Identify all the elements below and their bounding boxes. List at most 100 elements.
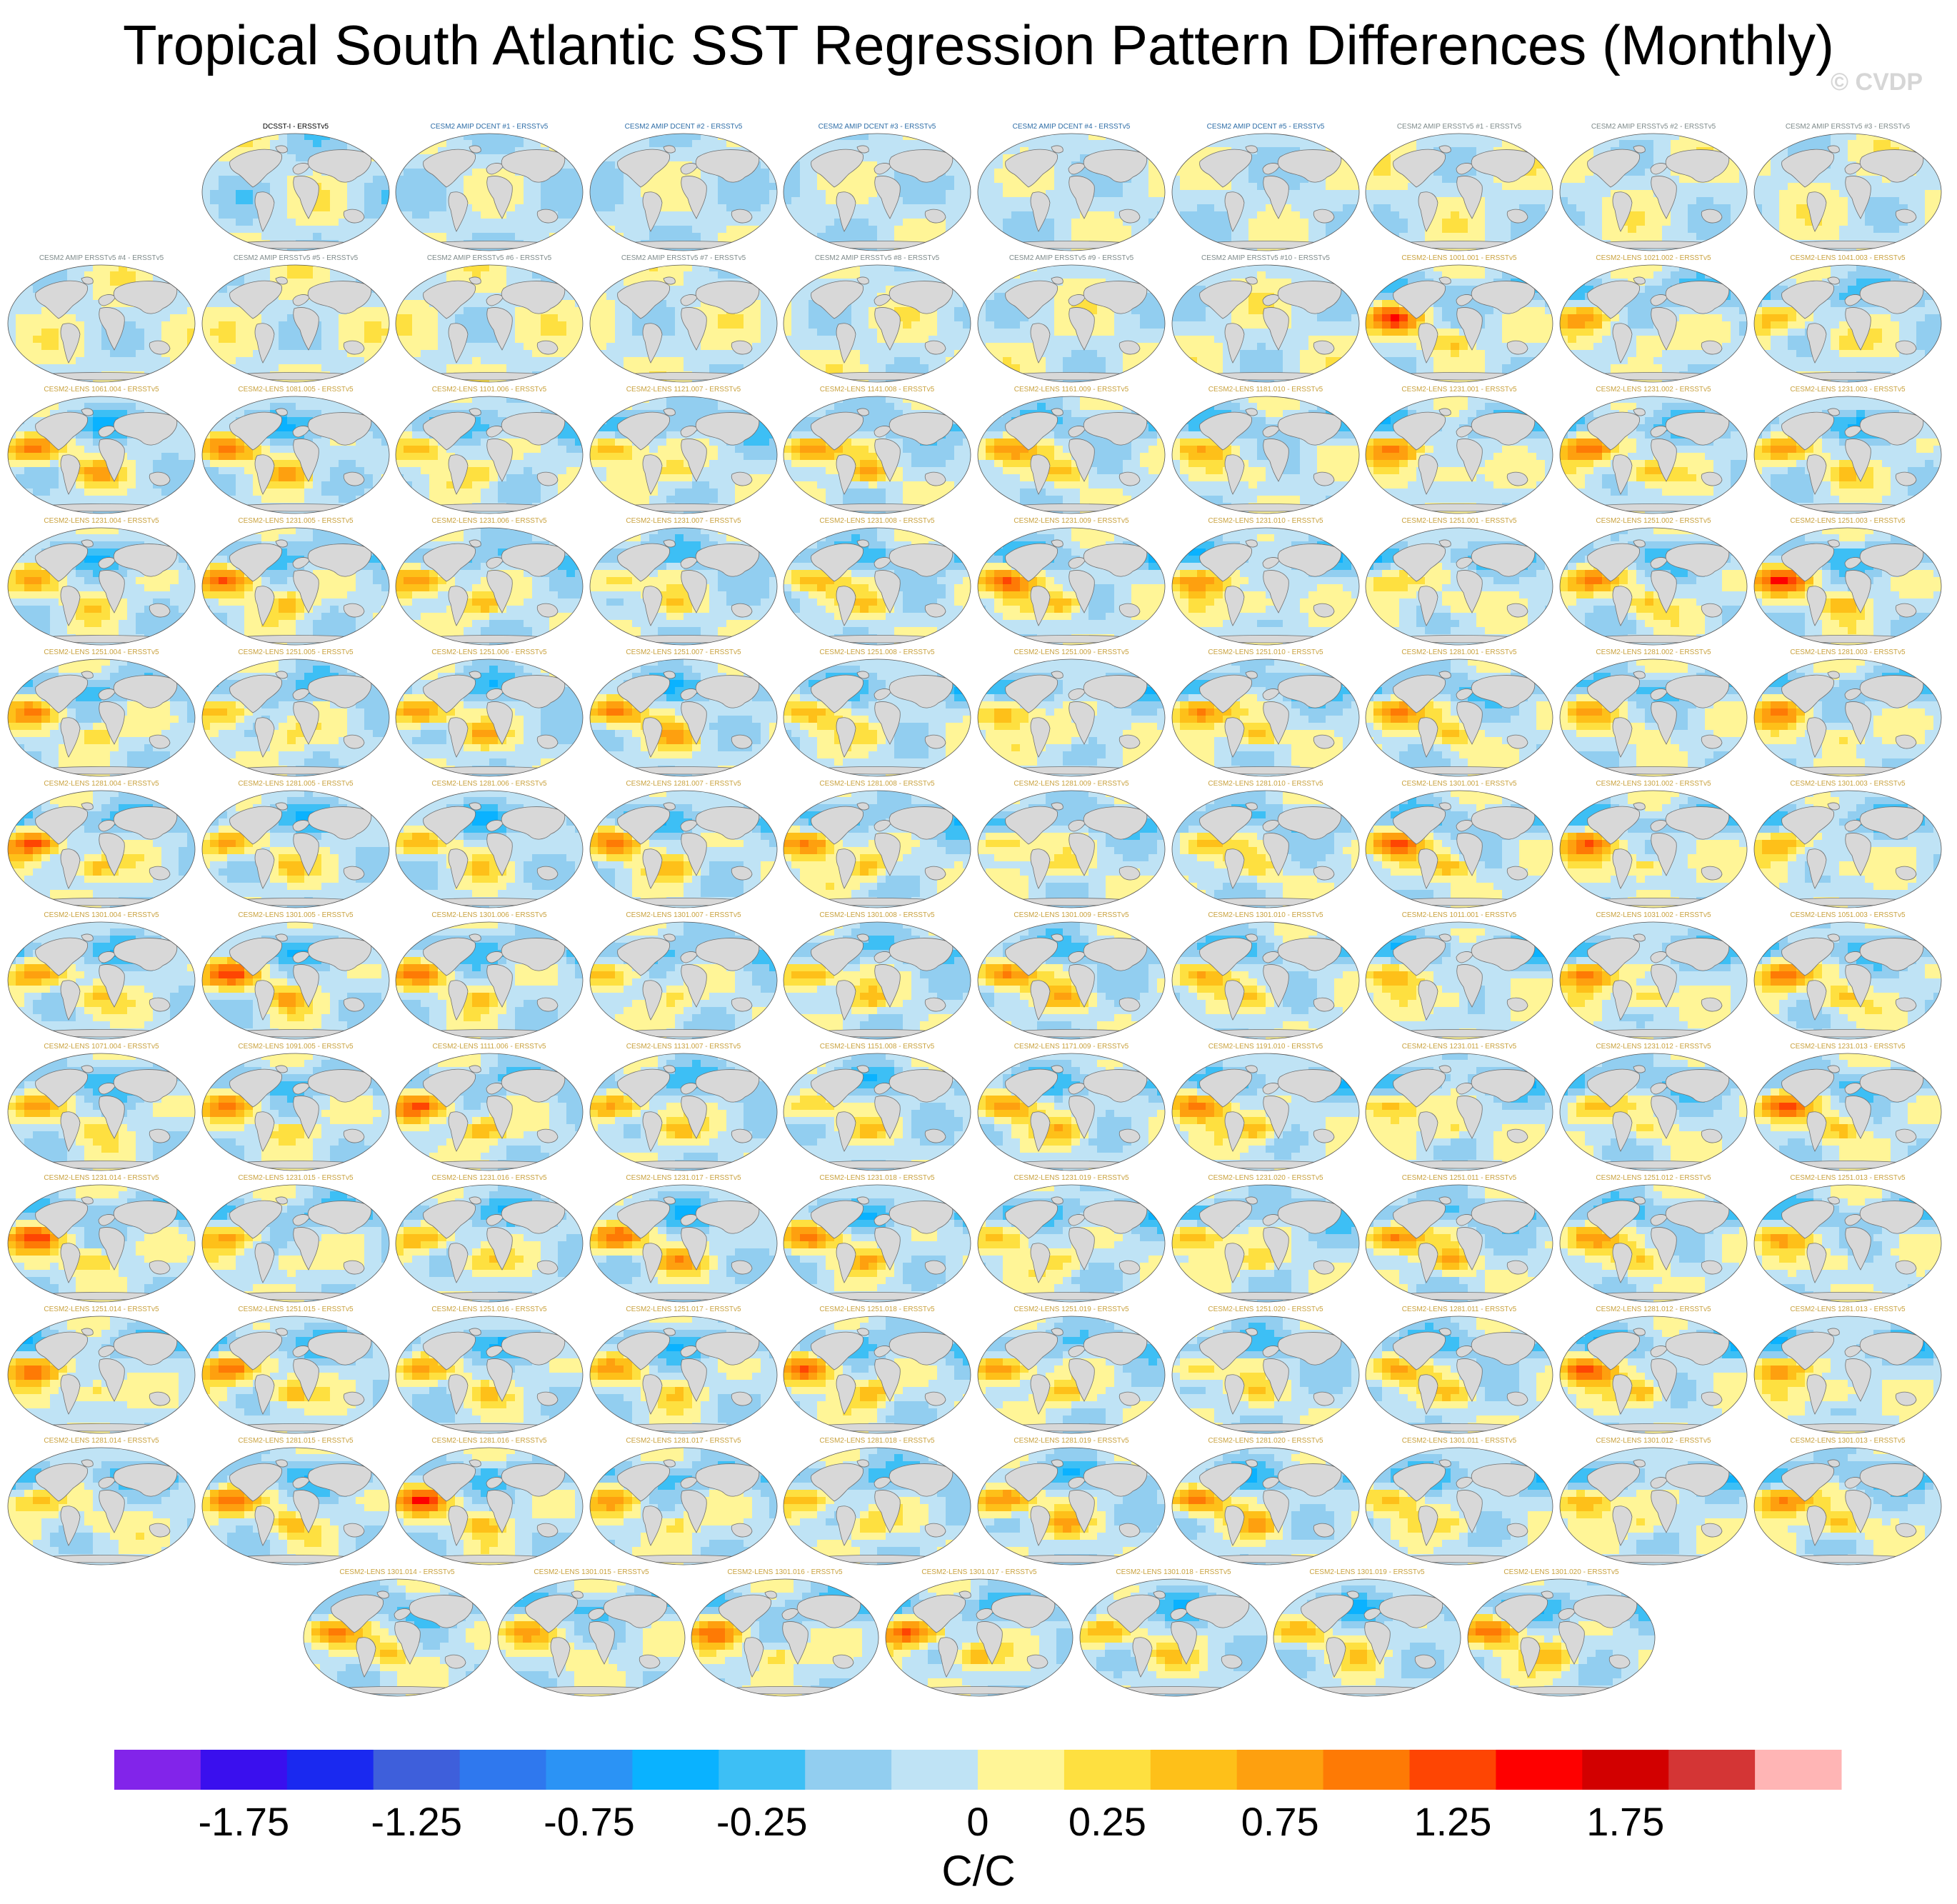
world-map	[395, 396, 584, 514]
map-panel: CESM2-LENS 1231.003 - ERSSTv5	[1753, 386, 1942, 516]
world-map	[1753, 396, 1942, 514]
world-map	[1171, 1053, 1360, 1171]
map-panel-label: CESM2-LENS 1231.011 - ERSSTv5	[1351, 1043, 1568, 1051]
map-panel-label: CESM2-LENS 1281.005 - ERSSTv5	[187, 780, 404, 788]
map-panel-label: CESM2-LENS 1301.001 - ERSSTv5	[1351, 780, 1568, 788]
map-panel-label: CESM2 AMIP ERSSTv5 #1 - ERSSTv5	[1351, 123, 1568, 131]
colorbar-box	[1063, 1750, 1151, 1790]
map-panel: CESM2-LENS 1131.007 - ERSSTv5	[589, 1043, 778, 1173]
map-panel: CESM2-LENS 1301.007 - ERSSTv5	[589, 911, 778, 1041]
map-panel: CESM2-LENS 1251.005 - ERSSTv5	[201, 648, 390, 778]
colorbar-box	[1236, 1750, 1324, 1790]
world-map	[201, 921, 390, 1040]
map-panel: CESM2-LENS 1281.015 - ERSSTv5	[201, 1437, 390, 1567]
map-panel-label: CESM2 AMIP DCENT #3 - ERSSTv5	[769, 123, 986, 131]
world-map	[589, 396, 778, 514]
map-panel-label: CESM2-LENS 1301.010 - ERSSTv5	[1157, 911, 1374, 919]
world-map	[395, 658, 584, 777]
world-map	[589, 1053, 778, 1171]
colorbar: -1.75 -1.25 -0.75 -0.25 0 0.25 0.75 1.25 1.75 C/…	[114, 1750, 1842, 1895]
world-map	[977, 658, 1166, 777]
map-panel: CESM2-LENS 1151.008 - ERSSTv5	[783, 1043, 971, 1173]
map-panel: CESM2-LENS 1081.005 - ERSSTv5	[201, 386, 390, 516]
map-panel: CESM2-LENS 1231.008 - ERSSTv5	[783, 517, 971, 647]
world-map	[589, 658, 778, 777]
map-panel-label: CESM2 AMIP ERSSTv5 #8 - ERSSTv5	[769, 254, 986, 262]
world-map	[589, 133, 778, 251]
map-panel-label: CESM2-LENS 1251.016 - ERSSTv5	[381, 1306, 598, 1313]
map-panel-label: CESM2-LENS 1301.015 - ERSSTv5	[483, 1568, 700, 1576]
world-map	[201, 396, 390, 514]
world-map	[783, 133, 971, 251]
map-panel: CESM2 AMIP DCENT #2 - ERSSTv5	[589, 123, 778, 253]
world-map	[691, 1578, 879, 1697]
world-map	[7, 1184, 196, 1303]
map-panel: CESM2-LENS 1301.002 - ERSSTv5	[1559, 780, 1748, 910]
map-panel-label: CESM2-LENS 1301.017 - ERSSTv5	[871, 1568, 1088, 1576]
map-panel: CESM2-LENS 1031.002 - ERSSTv5	[1559, 911, 1748, 1041]
map-panel: CESM2-LENS 1021.002 - ERSSTv5	[1559, 254, 1748, 384]
map-panel: CESM2 AMIP DCENT #4 - ERSSTv5	[977, 123, 1166, 253]
map-panel: CESM2-LENS 1231.018 - ERSSTv5	[783, 1174, 971, 1304]
map-panel: CESM2-LENS 1301.004 - ERSSTv5	[7, 911, 196, 1041]
map-panel: CESM2-LENS 1281.001 - ERSSTv5	[1365, 648, 1553, 778]
map-panel: CESM2 AMIP DCENT #3 - ERSSTv5	[783, 123, 971, 253]
world-map	[201, 527, 390, 646]
map-panel-label: CESM2-LENS 1281.019 - ERSSTv5	[963, 1437, 1180, 1445]
world-map	[1365, 396, 1553, 514]
colorbar-box	[1755, 1750, 1842, 1790]
world-map	[201, 1316, 390, 1434]
map-panel-label: CESM2 AMIP DCENT #2 - ERSSTv5	[575, 123, 792, 131]
colorbar-box	[978, 1750, 1065, 1790]
map-panel-label: CESM2 AMIP DCENT #1 - ERSSTv5	[381, 123, 598, 131]
map-panel: CESM2-LENS 1051.003 - ERSSTv5	[1753, 911, 1942, 1041]
map-panel-label: CESM2-LENS 1281.013 - ERSSTv5	[1739, 1306, 1956, 1313]
world-map	[1753, 1447, 1942, 1565]
map-panel: CESM2-LENS 1301.009 - ERSSTv5	[977, 911, 1166, 1041]
map-panel-label: CESM2-LENS 1061.004 - ERSSTv5	[0, 386, 210, 394]
map-panel-label: CESM2 AMIP ERSSTv5 #4 - ERSSTv5	[0, 254, 210, 262]
world-map	[1365, 658, 1553, 777]
colorbar-box	[200, 1750, 288, 1790]
world-map	[1365, 1184, 1553, 1303]
map-panel: CESM2-LENS 1301.020 - ERSSTv5	[1467, 1568, 1656, 1698]
map-panel-label: CESM2-LENS 1231.002 - ERSSTv5	[1545, 386, 1762, 394]
world-map	[783, 658, 971, 777]
colorbar-tick-label: 0.75	[1241, 1799, 1319, 1844]
world-map	[977, 1447, 1166, 1565]
world-map	[395, 527, 584, 646]
world-map	[589, 527, 778, 646]
map-panel-label: CESM2-LENS 1301.008 - ERSSTv5	[769, 911, 986, 919]
map-panel-label: CESM2-LENS 1251.010 - ERSSTv5	[1157, 648, 1374, 656]
world-map	[7, 396, 196, 514]
world-map	[1467, 1578, 1656, 1697]
map-panel: CESM2-LENS 1191.010 - ERSSTv5	[1171, 1043, 1360, 1173]
map-panel: CESM2 AMIP DCENT #1 - ERSSTv5	[395, 123, 584, 253]
map-panel-label: CESM2-LENS 1251.012 - ERSSTv5	[1545, 1174, 1762, 1182]
map-panel: CESM2-LENS 1171.009 - ERSSTv5	[977, 1043, 1166, 1173]
map-panel-label: CESM2-LENS 1231.007 - ERSSTv5	[575, 517, 792, 525]
page-title: Tropical South Atlantic SST Regression P…	[0, 13, 1957, 78]
map-panel: CESM2-LENS 1281.005 - ERSSTv5	[201, 780, 390, 910]
map-panel: CESM2-LENS 1231.019 - ERSSTv5	[977, 1174, 1166, 1304]
world-map	[783, 1053, 971, 1171]
map-panel-label: CESM2-LENS 1101.006 - ERSSTv5	[381, 386, 598, 394]
map-panel-label: CESM2-LENS 1251.007 - ERSSTv5	[575, 648, 792, 656]
map-panel-label: CESM2-LENS 1231.010 - ERSSTv5	[1157, 517, 1374, 525]
world-map	[497, 1578, 686, 1697]
map-panel-label: CESM2-LENS 1231.016 - ERSSTv5	[381, 1174, 598, 1182]
colorbar-box	[1323, 1750, 1410, 1790]
map-panel-label: CESM2-LENS 1161.009 - ERSSTv5	[963, 386, 1180, 394]
map-panel: CESM2-LENS 1231.012 - ERSSTv5	[1559, 1043, 1748, 1173]
world-map	[1365, 790, 1553, 908]
map-panel: CESM2-LENS 1001.001 - ERSSTv5	[1365, 254, 1553, 384]
map-panel: CESM2 AMIP ERSSTv5 #5 - ERSSTv5	[201, 254, 390, 384]
map-panel-label: CESM2-LENS 1001.001 - ERSSTv5	[1351, 254, 1568, 262]
world-map	[1365, 527, 1553, 646]
world-map	[1171, 1184, 1360, 1303]
world-map	[1079, 1578, 1268, 1697]
map-panel-label: CESM2-LENS 1281.004 - ERSSTv5	[0, 780, 210, 788]
map-panel-label: CESM2-LENS 1041.003 - ERSSTv5	[1739, 254, 1956, 262]
map-panel: CESM2-LENS 1281.019 - ERSSTv5	[977, 1437, 1166, 1567]
map-panel: CESM2-LENS 1301.017 - ERSSTv5	[885, 1568, 1073, 1698]
